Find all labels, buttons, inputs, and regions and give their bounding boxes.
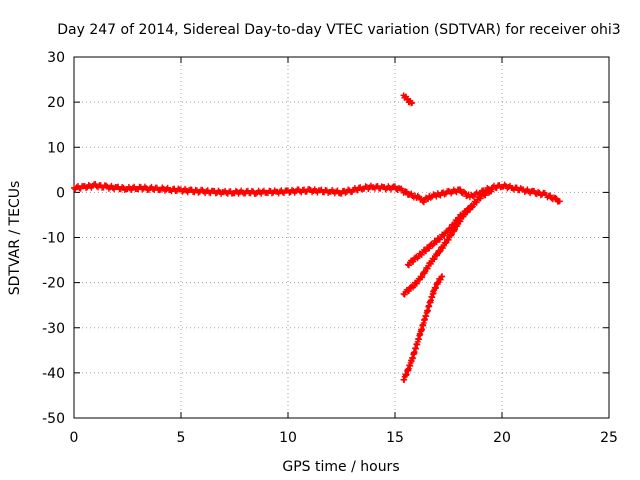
data-point [413, 280, 420, 287]
data-point [431, 256, 438, 263]
data-point [441, 232, 448, 239]
chart-title: Day 247 of 2014, Sidereal Day-to-day VTE… [57, 22, 620, 38]
series-main-band [71, 181, 426, 204]
x-tick-label: 25 [600, 430, 618, 446]
y-tick-label: -50 [42, 411, 65, 427]
data-point [409, 99, 416, 106]
x-tick-label: 15 [386, 430, 404, 446]
y-tick-labels: 30 20 10 0 -10 -20 -30 -40 -50 [42, 50, 65, 427]
data-point [437, 276, 444, 283]
data-point [414, 192, 421, 199]
x-tick-label: 0 [70, 430, 79, 446]
data-point [442, 240, 449, 247]
data-points [71, 92, 563, 383]
grid-lines [74, 57, 609, 418]
series-steep-track [400, 273, 446, 383]
data-point [439, 273, 446, 280]
data-point [448, 232, 455, 239]
x-tick-label: 5 [177, 430, 186, 446]
data-point [424, 265, 431, 272]
y-tick-label: -10 [42, 231, 65, 247]
y-tick-label: -40 [42, 366, 65, 382]
data-point [430, 241, 437, 248]
data-point [433, 239, 440, 246]
y-tick-label: 10 [47, 140, 65, 156]
x-tick-labels: 0 5 10 15 20 25 [70, 430, 618, 446]
data-point [488, 188, 495, 195]
data-point [473, 199, 480, 206]
series-isolated-arc [400, 92, 416, 107]
y-tick-label: -20 [42, 276, 65, 292]
data-point [451, 226, 458, 233]
x-axis-label: GPS time / hours [282, 459, 399, 475]
data-point [392, 183, 398, 190]
y-tick-label: -30 [42, 321, 65, 337]
data-point [405, 262, 412, 269]
x-tick-label: 20 [493, 430, 511, 446]
series-rising-track-b [400, 204, 476, 298]
y-axis-label: SDTVAR / TECUs [7, 181, 23, 296]
axis-ticks [73, 56, 610, 419]
data-point [469, 204, 476, 211]
data-point [429, 242, 436, 249]
data-point [401, 291, 408, 298]
y-tick-label: 0 [56, 185, 65, 201]
data-point [410, 258, 417, 265]
data-point [556, 198, 563, 205]
data-point [419, 274, 426, 281]
y-tick-label: 30 [47, 50, 65, 66]
data-point [448, 231, 455, 238]
data-point [482, 192, 489, 199]
data-point [445, 236, 452, 243]
data-point [457, 218, 464, 225]
x-tick-label: 10 [279, 430, 297, 446]
data-point [420, 199, 427, 206]
data-point [457, 186, 464, 193]
data-point [405, 287, 412, 294]
y-tick-label: 20 [47, 95, 65, 111]
data-point [403, 188, 410, 195]
data-point [460, 213, 467, 220]
data-point [426, 245, 433, 252]
data-point [464, 209, 471, 216]
data-point [433, 252, 440, 259]
data-point [436, 249, 443, 256]
